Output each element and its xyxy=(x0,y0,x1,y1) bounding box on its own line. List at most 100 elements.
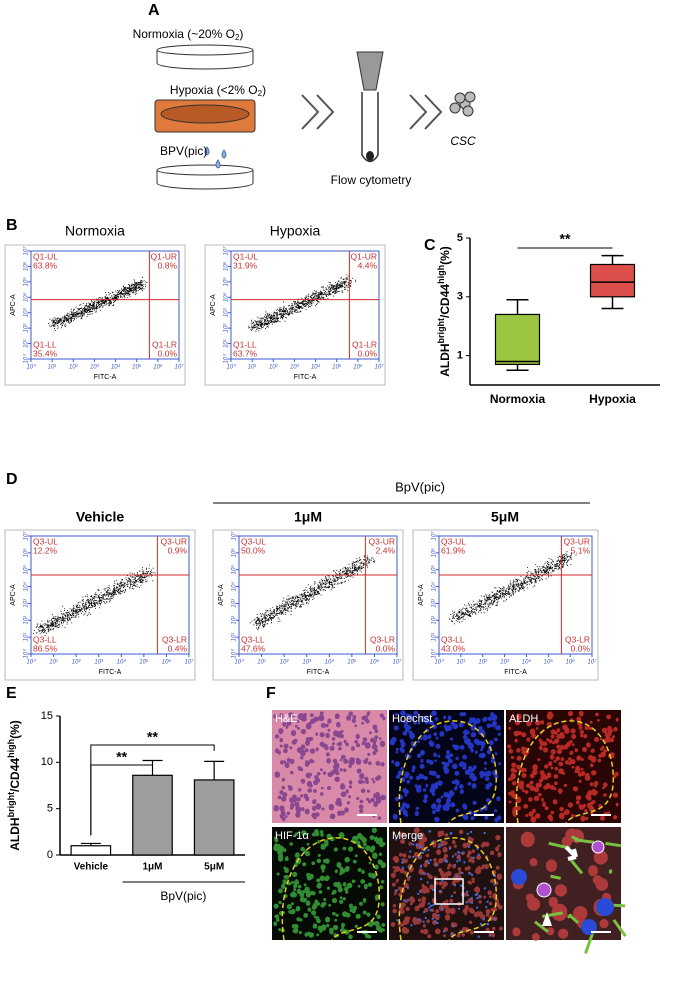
quadrant-name: Q1-LR xyxy=(352,339,377,349)
label-part: ) xyxy=(262,83,266,97)
dish xyxy=(156,170,254,183)
micrograph-label: ALDH xyxy=(509,713,538,725)
x-tick-label: 10⁴ xyxy=(522,659,532,666)
x-axis-label: FITC-A xyxy=(94,374,117,381)
arrow xyxy=(409,94,443,130)
x-tick-label: 10¹ xyxy=(248,365,257,371)
y-tick-label: 10⁴ xyxy=(223,292,230,302)
quadrant-name: Q3-LR xyxy=(162,634,187,644)
box xyxy=(589,263,636,298)
quadrant-value: 12.2% xyxy=(33,545,58,555)
y-tick-label: 10⁷ xyxy=(231,531,238,541)
group-label: BpV(pic) xyxy=(395,479,445,494)
y-tick-label: 10⁵ xyxy=(23,565,30,575)
quadrant-name: Q3-UL xyxy=(441,536,466,546)
x-tick-label: 10⁶ xyxy=(353,364,363,371)
y-tick-label: 10⁵ xyxy=(431,565,438,575)
panel-label: F xyxy=(266,685,276,702)
y-tick-label: 10² xyxy=(224,323,230,333)
nozzle xyxy=(356,51,384,91)
x-tick-label: 10³ xyxy=(290,365,300,371)
plot-title: Normoxia xyxy=(65,223,125,239)
y-tick-label: 10⁶ xyxy=(23,261,30,271)
y-tick-label: 10⁵ xyxy=(223,277,230,287)
x-tick-label: 10⁷ xyxy=(185,659,195,666)
quadrant-name: Q3-LR xyxy=(370,634,395,644)
quadrant-name: Q3-LR xyxy=(565,634,590,644)
micrograph-label: HIF-1α xyxy=(275,830,310,842)
y-tick-label: 10⁰ xyxy=(223,353,230,364)
x-tick-label: 10¹ xyxy=(48,365,57,371)
plot-title: 5μM xyxy=(491,509,519,525)
y-tick-label: 5 xyxy=(457,232,463,244)
micrograph-label: H&E xyxy=(275,713,298,725)
y-tick-label: 10³ xyxy=(232,598,238,608)
y-tick-label: 15 xyxy=(41,710,53,722)
quadrant-value: 4.4% xyxy=(358,260,378,270)
region-outline xyxy=(281,837,381,941)
x-tick-label: 10⁵ xyxy=(347,659,357,666)
x-tick-label: 5μM xyxy=(204,862,224,873)
cells xyxy=(389,710,502,823)
x-tick-label: Vehicle xyxy=(74,862,109,873)
drug-label: BPV(pic) xyxy=(160,144,207,158)
x-tick-label: 10¹ xyxy=(457,660,466,666)
quadrant-name: Q3-LL xyxy=(441,634,465,644)
events xyxy=(33,564,156,637)
plot-title: Vehicle xyxy=(76,509,124,525)
events xyxy=(48,276,148,331)
plot-frame xyxy=(4,529,196,681)
bar xyxy=(70,845,112,856)
y-tick-label: 10³ xyxy=(24,598,30,608)
x-tick-label: 10⁶ xyxy=(566,659,576,666)
y-tick-label: 10⁷ xyxy=(223,246,230,256)
plot-area xyxy=(438,535,593,655)
panel-label: C xyxy=(424,237,436,254)
drops xyxy=(204,146,227,169)
y-axis-label: APC-A xyxy=(210,294,217,316)
x-tick-label: 1μM xyxy=(142,862,162,873)
quadrant-name: Q1-UL xyxy=(33,251,58,261)
nuclei xyxy=(511,869,614,935)
quadrant-name: Q1-LL xyxy=(233,339,257,349)
quadrant-value: 5.1% xyxy=(571,545,591,555)
x-tick-label: 10⁰ xyxy=(226,364,237,371)
marked-cell xyxy=(536,882,552,898)
flow-plot: 10⁰10⁰10¹10¹10²10²10³10³10⁴10⁴10⁵10⁵10⁶1… xyxy=(4,529,196,681)
quadrant-value: 43.0% xyxy=(441,643,466,653)
y-tick-label: 10⁵ xyxy=(231,565,238,575)
x-tick-label: Hypoxia xyxy=(589,392,636,406)
panel-label: B xyxy=(6,217,18,234)
y-tick-label: 10³ xyxy=(24,307,30,317)
plot-title: 1μM xyxy=(294,509,322,525)
y-tick-label: 10² xyxy=(232,615,238,625)
y-tick-label: 10⁴ xyxy=(23,292,30,302)
flow-plot: 10⁰10⁰10¹10¹10²10²10³10³10⁴10⁴10⁵10⁵10⁶1… xyxy=(4,244,186,386)
x-tick-label: 10⁵ xyxy=(544,659,554,666)
events xyxy=(248,274,357,332)
significance: ** xyxy=(147,729,158,745)
x-tick-label: 10⁴ xyxy=(111,364,121,371)
y-tick-label: 1 xyxy=(457,350,463,362)
condition-label: Hypoxia (<2% O2) xyxy=(170,83,266,98)
label-part: Hypoxia (<2% O xyxy=(170,83,258,97)
pellet xyxy=(366,151,374,161)
y-tick-label: 10¹ xyxy=(224,339,230,348)
plot-area xyxy=(230,250,380,360)
y-tick-label: 10¹ xyxy=(24,339,30,348)
label-sup: bright xyxy=(6,792,16,818)
result-label: CSC xyxy=(450,134,476,148)
y-axis-label: APC-A xyxy=(418,584,425,606)
label-part: ) xyxy=(239,27,243,41)
cells xyxy=(273,827,386,940)
x-tick-label: 10³ xyxy=(302,660,312,666)
quadrant-name: Q1-UR xyxy=(151,251,177,261)
x-tick-label: 10⁵ xyxy=(132,364,142,371)
bar xyxy=(132,774,173,856)
y-tick-label: 10⁶ xyxy=(231,548,238,558)
flow-plot: 10⁰10⁰10¹10¹10²10²10³10³10⁴10⁴10⁵10⁵10⁶1… xyxy=(412,529,599,681)
flow-label: Flow cytometry xyxy=(331,173,412,187)
csc-cluster xyxy=(449,91,476,117)
arrow xyxy=(301,94,335,130)
